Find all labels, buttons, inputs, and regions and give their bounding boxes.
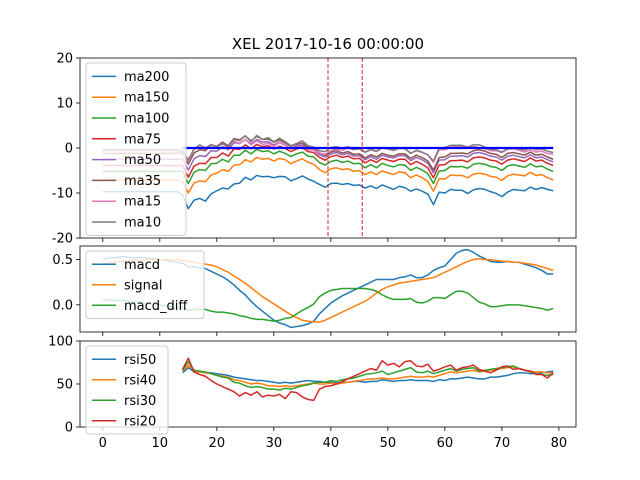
y-tick-label: 0 bbox=[65, 142, 73, 157]
x-tick-label: 40 bbox=[323, 436, 340, 451]
legend-label: rsi20 bbox=[124, 414, 156, 429]
y-tick-label: -10 bbox=[52, 187, 73, 202]
series-line-rsi20 bbox=[181, 357, 554, 402]
y-tick-label: 0.5 bbox=[52, 253, 73, 268]
legend-label: ma75 bbox=[124, 132, 161, 147]
x-tick-label: 80 bbox=[551, 436, 568, 451]
series-line-rsi40 bbox=[182, 364, 554, 388]
legend-box bbox=[85, 345, 169, 435]
chart-title: XEL 2017-10-16 00:00:00 bbox=[232, 35, 424, 53]
legend-macd: macd signal macd_diff bbox=[85, 250, 205, 319]
legend-box bbox=[85, 250, 205, 319]
y-tick-label: 20 bbox=[56, 52, 73, 67]
legend-label: ma100 bbox=[124, 112, 169, 127]
legend-label: ma200 bbox=[124, 70, 169, 85]
legend-ma: ma200 ma150 ma100 ma75 ma50 ma35 ma15 ma10 bbox=[85, 62, 187, 236]
plot-area-rsi bbox=[181, 357, 554, 402]
legend-rsi: rsi50 rsi40 rsi30 rsi20 bbox=[85, 345, 169, 435]
legend-label: signal bbox=[124, 278, 162, 293]
x-tick-label: 10 bbox=[152, 436, 169, 451]
x-tick-label: 0 bbox=[99, 436, 107, 451]
x-tick-label: 60 bbox=[437, 436, 454, 451]
y-tick-label: 0 bbox=[65, 421, 73, 436]
y-tick-label: -20 bbox=[52, 232, 73, 247]
legend-label: rsi40 bbox=[124, 373, 156, 388]
y-tick-label: 0.0 bbox=[52, 298, 73, 313]
x-tick-label: 50 bbox=[380, 436, 397, 451]
panel-moving-averages: -20-1001020ma200ma150ma100ma75ma50ma35ma… bbox=[52, 52, 577, 247]
legend-label: macd_diff bbox=[124, 299, 188, 314]
y-tick-label: 50 bbox=[56, 378, 73, 393]
y-tick-label: 10 bbox=[56, 97, 73, 112]
panel-macd: 0.0 0.5 macd signal macd_diff bbox=[52, 245, 577, 336]
y-tick-label: 100 bbox=[48, 335, 73, 350]
series-line-rsi50 bbox=[182, 366, 554, 384]
legend-label: ma35 bbox=[124, 174, 161, 189]
legend-label: ma10 bbox=[124, 216, 161, 231]
axes-frame-macd bbox=[79, 245, 577, 333]
series-line-rsi30 bbox=[181, 360, 554, 391]
legend-label: rsi30 bbox=[124, 394, 156, 409]
legend-label: ma150 bbox=[124, 91, 169, 106]
x-tick-label: 70 bbox=[494, 436, 511, 451]
legend-label: rsi50 bbox=[124, 353, 156, 368]
legend-box bbox=[85, 62, 187, 236]
x-tick-label: 30 bbox=[266, 436, 283, 451]
legend-label: ma50 bbox=[124, 153, 161, 168]
x-tick-label: 20 bbox=[209, 436, 226, 451]
legend-label: macd bbox=[124, 258, 160, 273]
legend-label: ma15 bbox=[124, 195, 161, 210]
